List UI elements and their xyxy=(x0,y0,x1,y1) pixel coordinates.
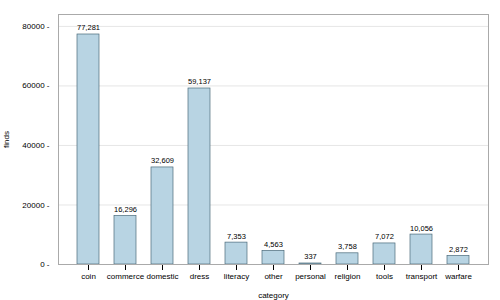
svg-text:32,609: 32,609 xyxy=(151,156,174,165)
svg-text:20000 -: 20000 - xyxy=(22,201,49,210)
svg-text:personal: personal xyxy=(295,272,326,281)
svg-text:337: 337 xyxy=(304,252,317,261)
svg-text:2,872: 2,872 xyxy=(449,245,468,254)
svg-text:80000 -: 80000 - xyxy=(22,22,49,31)
svg-text:dress: dress xyxy=(190,272,210,281)
svg-text:7,353: 7,353 xyxy=(227,232,246,241)
svg-text:commerce: commerce xyxy=(107,272,145,281)
svg-text:tools: tools xyxy=(376,272,393,281)
svg-text:7,072: 7,072 xyxy=(375,232,394,241)
svg-text:16,296: 16,296 xyxy=(114,205,137,214)
svg-text:77,281: 77,281 xyxy=(77,23,100,32)
svg-text:60000 -: 60000 - xyxy=(22,81,49,90)
svg-text:0 -: 0 - xyxy=(40,260,50,269)
svg-text:domestic: domestic xyxy=(146,272,178,281)
svg-text:literacy: literacy xyxy=(224,272,249,281)
svg-text:59,137: 59,137 xyxy=(188,77,211,86)
svg-text:3,758: 3,758 xyxy=(338,242,357,251)
svg-text:warfare: warfare xyxy=(444,272,472,281)
svg-text:transport: transport xyxy=(406,272,438,281)
svg-text:coin: coin xyxy=(81,272,96,281)
svg-text:4,563: 4,563 xyxy=(264,240,283,249)
svg-text:other: other xyxy=(264,272,283,281)
svg-text:10,056: 10,056 xyxy=(410,224,433,233)
svg-text:religion: religion xyxy=(335,272,361,281)
svg-text:category: category xyxy=(258,291,289,300)
svg-text:40000 -: 40000 - xyxy=(22,141,49,150)
svg-text:finds: finds xyxy=(2,131,11,148)
